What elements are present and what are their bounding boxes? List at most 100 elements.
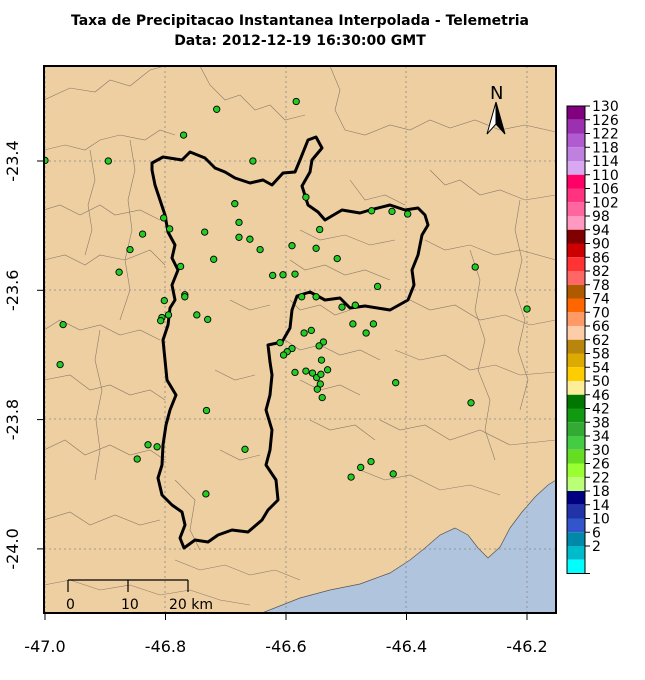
station-marker <box>126 245 134 254</box>
station-marker <box>351 301 359 309</box>
station-marker <box>176 262 185 271</box>
legend-swatch <box>567 381 585 395</box>
municipal-borders <box>44 66 556 606</box>
y-axis: -23.4 -23.6 -23.8 -24.0 <box>3 140 44 570</box>
legend-swatch <box>567 504 585 519</box>
legend-swatch <box>567 216 585 230</box>
station-marker <box>318 393 326 402</box>
station-marker <box>144 441 152 449</box>
legend-swatch <box>567 367 585 381</box>
station-marker <box>373 282 382 291</box>
x-tick-label: -46.4 <box>386 637 427 656</box>
legend-swatch <box>567 298 585 313</box>
scale-bar: 0 10 20 km <box>66 579 213 613</box>
legend-label: 130 <box>592 99 619 115</box>
legend-label: 54 <box>592 360 610 376</box>
station-marker <box>312 244 320 252</box>
station-marker <box>471 263 479 271</box>
north-arrow-right-half <box>495 101 506 135</box>
legend-swatch <box>567 477 585 491</box>
scale-label-20: 20 km <box>169 597 213 613</box>
legend-swatch <box>567 202 585 216</box>
legend-swatch <box>567 174 585 189</box>
scale-label-0: 0 <box>66 597 75 613</box>
legend-label: 86 <box>592 250 610 266</box>
station-marker <box>388 207 396 216</box>
land-area <box>44 66 556 613</box>
station-marker <box>291 270 299 278</box>
legend-label: 62 <box>592 333 610 349</box>
station-marker <box>323 366 332 374</box>
legend-swatch <box>567 326 585 340</box>
legend-label: 82 <box>592 264 610 280</box>
station-marker <box>302 367 310 375</box>
legend-swatch <box>567 559 585 574</box>
legend-swatch <box>567 243 585 258</box>
legend-label: 114 <box>592 154 619 170</box>
station-marker <box>202 490 210 498</box>
legend-swatch <box>567 436 585 450</box>
station-marker <box>213 105 221 113</box>
station-marker <box>104 157 112 165</box>
station-marker <box>276 339 284 347</box>
station-marker <box>467 399 475 407</box>
station-marker <box>308 369 317 377</box>
station-marker <box>347 473 355 481</box>
legend-label: 126 <box>592 113 619 129</box>
station-marker <box>349 320 357 328</box>
station-marker <box>241 445 249 453</box>
legend-label: 6 <box>592 525 601 541</box>
station-marker <box>201 228 209 236</box>
legend-label: 90 <box>592 237 610 253</box>
legend-label: 46 <box>592 388 610 404</box>
station-marker <box>317 356 326 364</box>
station-marker <box>315 342 323 350</box>
legend-label: 66 <box>592 319 610 335</box>
station-marker <box>300 329 308 337</box>
legend-swatch <box>567 271 585 285</box>
station-marker <box>302 193 310 201</box>
station-marker <box>292 97 300 106</box>
station-marker <box>389 470 397 478</box>
station-marker <box>202 406 211 415</box>
x-tick-label: -46.8 <box>145 637 186 656</box>
legend-swatch <box>567 188 585 203</box>
station-marker <box>164 311 173 319</box>
station-marker <box>316 225 324 234</box>
station-marker <box>204 315 212 324</box>
scale-label-10: 10 <box>121 597 139 613</box>
legend-swatch <box>567 394 585 409</box>
y-tick-label: -23.8 <box>3 399 22 440</box>
station-marker <box>298 293 306 301</box>
legend: 1301261221181141101061029894908682787470… <box>566 99 619 574</box>
legend-swatch <box>567 518 585 533</box>
station-marker <box>362 329 370 337</box>
station-marker <box>157 317 165 325</box>
x-tick-label: -46.2 <box>506 637 547 656</box>
station-marker <box>256 245 264 254</box>
legend-swatch <box>567 491 585 505</box>
legend-label: 14 <box>592 498 610 514</box>
legend-label: 74 <box>592 292 610 308</box>
station-marker <box>115 268 123 276</box>
legend-label: 38 <box>592 415 610 431</box>
station-marker <box>166 225 174 233</box>
legend-swatch <box>567 422 585 436</box>
sea-area <box>261 479 556 613</box>
x-tick-label: -47.0 <box>24 637 65 656</box>
legend-label: 42 <box>592 402 610 418</box>
legend-swatch <box>567 449 585 464</box>
legend-label: 118 <box>592 140 619 156</box>
station-marker <box>235 233 243 241</box>
station-marker <box>313 385 321 393</box>
legend-swatch <box>567 546 585 560</box>
legend-label: 110 <box>592 168 619 184</box>
legend-label: 94 <box>592 223 610 239</box>
station-marker <box>523 305 531 313</box>
legend-label: 78 <box>592 278 610 294</box>
legend-swatch <box>567 312 585 326</box>
legend-label: 70 <box>592 305 610 321</box>
legend-swatch <box>567 339 585 354</box>
station-marker <box>279 351 288 359</box>
legend-swatch <box>567 119 585 134</box>
